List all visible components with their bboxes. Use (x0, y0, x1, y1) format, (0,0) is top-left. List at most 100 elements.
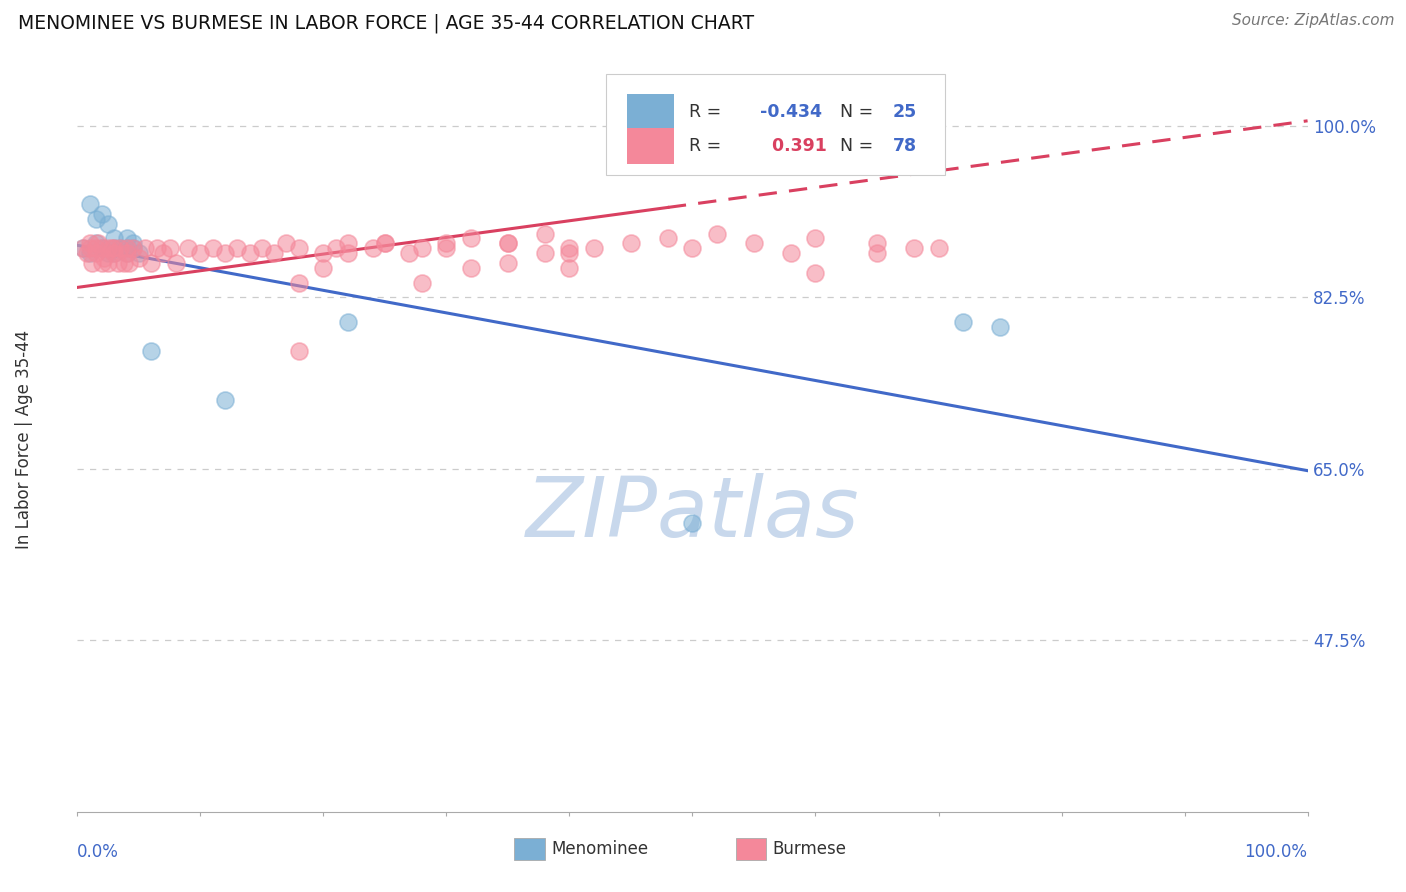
Point (337, 315, 360, 329)
Point (152, 246, 174, 260)
Point (657, 231, 679, 245)
Point (411, 276, 433, 290)
Point (79, 236, 101, 251)
Point (72, 241, 94, 255)
Text: MENOMINEE VS BURMESE IN LABOR FORCE | AGE 35-44 CORRELATION CHART: MENOMINEE VS BURMESE IN LABOR FORCE | AG… (18, 13, 755, 33)
Point (141, 344, 163, 359)
Point (436, 241, 458, 255)
Point (103, 241, 125, 255)
Point (84, 246, 107, 260)
Point (460, 260, 482, 275)
Point (288, 276, 311, 290)
Point (115, 241, 138, 255)
Point (97, 256, 120, 270)
Point (110, 241, 132, 255)
Point (214, 393, 236, 408)
Point (398, 246, 420, 260)
Point (534, 227, 557, 241)
Point (76, 246, 98, 260)
Point (141, 256, 163, 270)
Point (146, 241, 169, 255)
Point (742, 236, 765, 251)
Point (804, 231, 827, 245)
Point (866, 236, 889, 251)
Text: Source: ZipAtlas.com: Source: ZipAtlas.com (1232, 13, 1395, 29)
Point (361, 241, 384, 255)
Point (103, 231, 125, 245)
Point (928, 241, 950, 255)
Point (534, 246, 557, 260)
Point (952, 315, 974, 329)
Point (276, 236, 298, 251)
Point (460, 231, 482, 245)
Point (115, 241, 138, 255)
Point (706, 227, 728, 241)
Point (84, 236, 107, 251)
Text: 25: 25 (893, 103, 917, 121)
Point (103, 246, 125, 260)
Point (115, 246, 138, 260)
Text: 78: 78 (893, 136, 917, 155)
Point (82, 256, 104, 270)
Point (118, 256, 141, 270)
Point (177, 241, 200, 255)
Point (312, 260, 335, 275)
Point (620, 236, 643, 251)
Text: N =: N = (830, 136, 879, 155)
Point (84, 241, 107, 255)
Point (496, 236, 519, 251)
Point (101, 241, 124, 255)
FancyBboxPatch shape (606, 74, 945, 175)
Point (239, 246, 262, 260)
Point (79, 241, 101, 255)
Text: 0.0%: 0.0% (77, 843, 120, 861)
Point (583, 241, 606, 255)
Point (201, 241, 224, 255)
Point (496, 236, 519, 251)
Point (84, 211, 107, 226)
Point (190, 246, 212, 260)
Point (97, 241, 120, 255)
Point (226, 241, 249, 255)
Point (134, 241, 156, 255)
Point (288, 241, 311, 255)
Bar (627, 95, 673, 130)
Point (79, 246, 101, 260)
Point (103, 241, 125, 255)
Point (159, 241, 181, 255)
Point (90, 241, 114, 255)
Point (682, 516, 704, 530)
Bar (627, 128, 673, 164)
Point (72, 241, 94, 255)
Point (115, 246, 138, 260)
Point (988, 319, 1011, 334)
Text: Burmese: Burmese (772, 840, 846, 858)
Point (903, 241, 925, 255)
Point (121, 241, 143, 255)
Point (436, 236, 458, 251)
Point (780, 246, 803, 260)
Point (250, 241, 273, 255)
Point (374, 236, 396, 251)
Point (107, 256, 129, 270)
Point (214, 246, 236, 260)
Text: ZIPatlas: ZIPatlas (526, 474, 859, 554)
Point (121, 241, 143, 255)
Point (374, 236, 396, 251)
Point (97, 246, 120, 260)
Point (90, 256, 114, 270)
Point (93, 251, 115, 265)
Text: In Labor Force | Age 35-44: In Labor Force | Age 35-44 (15, 330, 34, 549)
Point (128, 251, 150, 265)
Point (804, 266, 827, 280)
Point (411, 241, 433, 255)
Point (337, 246, 360, 260)
Point (112, 256, 135, 270)
Point (263, 246, 285, 260)
Text: 100.0%: 100.0% (1244, 843, 1308, 861)
Point (312, 246, 335, 260)
Point (866, 246, 889, 260)
Point (79, 197, 101, 211)
Point (288, 344, 311, 359)
Point (682, 241, 704, 255)
